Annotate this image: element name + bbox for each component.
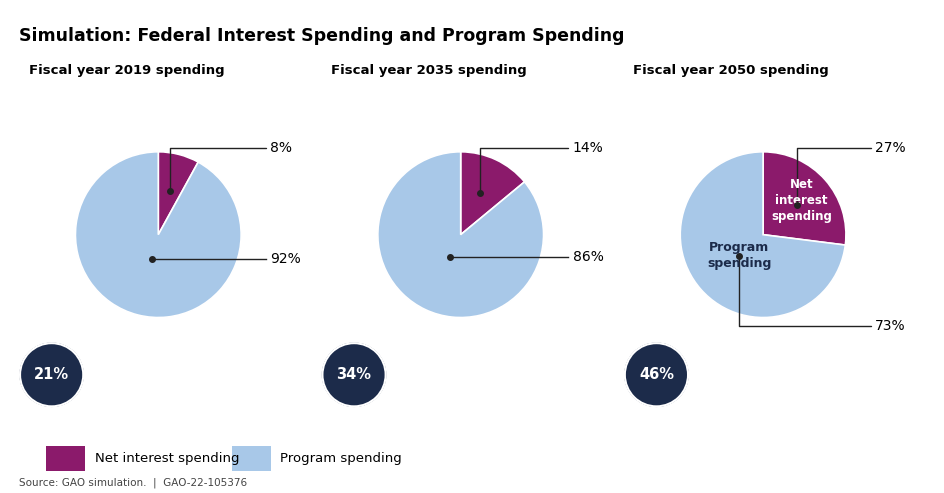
Wedge shape (158, 152, 198, 235)
Circle shape (624, 343, 687, 406)
Text: Program spending: Program spending (279, 452, 401, 465)
Text: 92%: 92% (270, 252, 300, 266)
Circle shape (20, 343, 83, 406)
Wedge shape (460, 152, 524, 235)
Wedge shape (762, 152, 845, 245)
FancyBboxPatch shape (231, 447, 270, 470)
Text: TOTAL SPENDING AS A PERCENTAGE OF GROSS DOMESTIC PRODUCT: TOTAL SPENDING AS A PERCENTAGE OF GROSS … (233, 413, 711, 425)
Text: 86%: 86% (572, 250, 603, 264)
Text: 34%: 34% (336, 367, 371, 382)
Text: 8%: 8% (270, 141, 292, 155)
Text: 73%: 73% (874, 319, 904, 333)
Text: Fiscal year 2019 spending: Fiscal year 2019 spending (28, 64, 224, 77)
Wedge shape (378, 152, 543, 317)
Wedge shape (76, 152, 241, 317)
Text: 14%: 14% (572, 141, 602, 155)
Text: Fiscal year 2035 spending: Fiscal year 2035 spending (330, 64, 526, 77)
Text: Net interest spending: Net interest spending (94, 452, 239, 465)
Wedge shape (680, 152, 844, 317)
Text: Fiscal year 2050 spending: Fiscal year 2050 spending (632, 64, 828, 77)
Circle shape (322, 343, 385, 406)
FancyBboxPatch shape (46, 447, 85, 470)
Text: 27%: 27% (874, 141, 904, 155)
Text: 46%: 46% (638, 367, 673, 382)
Text: Simulation: Federal Interest Spending and Program Spending: Simulation: Federal Interest Spending an… (19, 27, 624, 45)
Text: Net
interest
spending: Net interest spending (770, 178, 831, 223)
Text: 21%: 21% (34, 367, 69, 382)
Text: Source: GAO simulation.  |  GAO-22-105376: Source: GAO simulation. | GAO-22-105376 (19, 477, 246, 488)
Text: Program
spending: Program spending (706, 241, 771, 270)
